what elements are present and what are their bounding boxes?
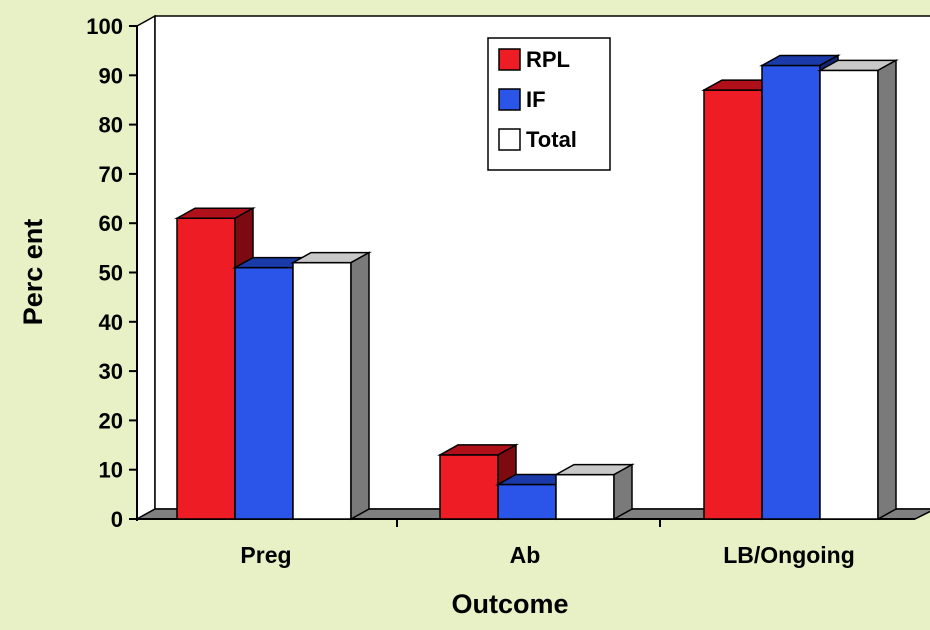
legend-swatch xyxy=(498,128,521,151)
bar-side xyxy=(613,463,633,521)
bar-side xyxy=(877,59,897,521)
bar-front xyxy=(555,473,615,520)
x-axis-title: Outcome xyxy=(451,589,568,619)
y-tick-label: 0 xyxy=(111,507,123,532)
x-tick-label: LB/Ongoing xyxy=(723,542,855,568)
y-tick-label: 20 xyxy=(99,408,123,433)
bar xyxy=(817,59,899,521)
y-tick-label: 100 xyxy=(86,14,123,39)
y-tick-label: 40 xyxy=(99,310,123,335)
y-tick-label: 60 xyxy=(99,211,123,236)
bar-side xyxy=(350,251,370,521)
legend-label: RPL xyxy=(526,47,570,72)
bar-front xyxy=(176,217,236,520)
legend-label: IF xyxy=(526,87,546,112)
x-tick-label: Preg xyxy=(240,542,291,568)
legend-label: Total xyxy=(526,127,577,152)
x-tick-label: Ab xyxy=(510,542,541,568)
y-tick-label: 80 xyxy=(99,113,123,138)
bar-front xyxy=(761,64,821,520)
bar-front xyxy=(497,483,557,520)
side-wall xyxy=(136,14,156,521)
bar-front xyxy=(234,266,294,520)
bar-front xyxy=(703,89,763,520)
legend-swatch xyxy=(498,88,521,111)
legend-swatch xyxy=(498,48,521,71)
y-tick-label: 90 xyxy=(99,63,123,88)
y-tick-label: 30 xyxy=(99,359,123,384)
bar-front xyxy=(292,261,352,520)
bar xyxy=(290,251,372,521)
y-axis-title: Perc ent xyxy=(18,219,48,326)
bar xyxy=(553,463,635,521)
legend: RPL IF Total xyxy=(487,37,611,171)
y-tick-label: 50 xyxy=(99,261,123,286)
bar-front xyxy=(819,69,879,520)
bar-front xyxy=(439,454,499,520)
y-tick-label: 10 xyxy=(99,458,123,483)
y-tick-label: 70 xyxy=(99,162,123,187)
bar xyxy=(437,443,519,521)
